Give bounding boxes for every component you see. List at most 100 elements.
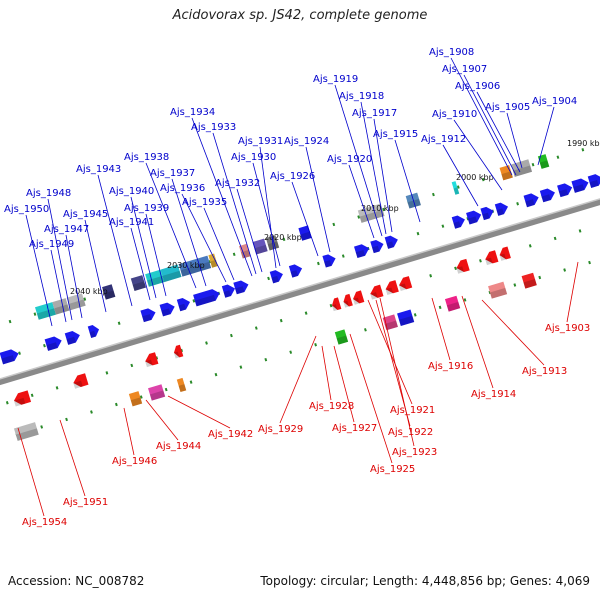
gene-arrow (331, 297, 342, 310)
minus-gene (499, 246, 511, 261)
gene-shade (573, 184, 585, 193)
genome-stats-text: Topology: circular; Length: 4,448,856 bp… (260, 574, 590, 588)
plus-gene-label: Ajs_1912 (421, 134, 466, 145)
plus-label-leader (506, 112, 523, 169)
plus-gene-label: Ajs_1915 (373, 129, 418, 140)
plus-gene-label: Ajs_1933 (191, 122, 236, 133)
feature-block (252, 238, 268, 255)
feature-shade (149, 390, 166, 401)
plus-gene (571, 178, 589, 193)
minus-feature (397, 309, 415, 326)
minus-gene-label: Ajs_1903 (545, 323, 590, 334)
lane-dash (329, 303, 333, 308)
minus-label-leader (349, 333, 393, 464)
lane-dash (563, 268, 567, 272)
feature-block (130, 275, 147, 292)
scale-tick-label: 2000 kbp (456, 173, 494, 182)
gene-shade (385, 287, 394, 296)
feature-block (397, 309, 415, 326)
lane-dash (279, 318, 283, 323)
plus-gene (384, 235, 398, 249)
feature-shade (300, 231, 312, 241)
gene-shade (372, 245, 380, 254)
gene-arrow (353, 290, 365, 304)
minus-feature (13, 422, 39, 441)
lane-dash (114, 402, 118, 407)
scale-tick-label: 2030 kbp (167, 261, 205, 270)
gene-arrow (159, 302, 175, 317)
lane-dash (40, 425, 44, 429)
gene-arrow (140, 308, 156, 323)
plus-label-leader (130, 227, 151, 301)
lane-dash (214, 372, 218, 377)
plus-gene (322, 254, 336, 268)
plus-label-leader (476, 91, 521, 173)
lane-dash (528, 244, 532, 248)
feature-shade (501, 171, 513, 181)
lane-dash (413, 313, 417, 317)
gene-arrow (557, 183, 573, 198)
plus-gene-label: Ajs_1931 (238, 136, 283, 147)
plus-gene-label: Ajs_1910 (432, 109, 477, 120)
gene-arrow (0, 349, 19, 365)
gene-arrow (485, 250, 499, 264)
gene-arrow (13, 390, 32, 405)
minus-gene (145, 352, 159, 368)
plus-gene (64, 331, 80, 345)
gene-arrow (370, 239, 384, 254)
lane-dash (33, 312, 37, 316)
lane-dash (438, 305, 442, 310)
minus-feature (444, 295, 461, 312)
minus-feature (488, 281, 508, 299)
plus-feature (52, 298, 70, 315)
minus-feature (382, 314, 398, 331)
feature-shade (54, 304, 70, 315)
lane-dash (55, 386, 59, 390)
feature-block (208, 253, 218, 268)
plus-feature (130, 275, 147, 292)
minus-label-leader (379, 297, 415, 447)
minus-label-leader (566, 261, 579, 323)
plus-gene-label: Ajs_1945 (63, 209, 108, 220)
gene-arrow (370, 284, 384, 298)
feature-block (102, 284, 116, 300)
feature-shade (180, 261, 212, 277)
gene-arrow (193, 289, 220, 307)
minus-feature (521, 272, 537, 289)
lane-dash (289, 350, 293, 354)
minus-gene-label: Ajs_1921 (390, 405, 435, 416)
genome-backbone (0, 198, 600, 386)
plus-feature (537, 154, 550, 169)
minus-gene-label: Ajs_1942 (208, 429, 253, 440)
plus-label-leader (181, 193, 227, 283)
feature-block (488, 281, 508, 299)
feature-block (357, 203, 385, 223)
plus-feature (160, 264, 182, 283)
plus-gene-label: Ajs_1924 (284, 136, 329, 147)
plus-label-leader (25, 214, 53, 327)
lane-dash (30, 393, 34, 398)
minus-label-leader (321, 345, 332, 401)
feature-block (52, 298, 70, 315)
gene-arrow (523, 193, 539, 208)
plus-feature (178, 255, 212, 277)
gene-arrow (466, 210, 482, 225)
gene-arrow (499, 246, 511, 260)
lane-dash (8, 319, 12, 324)
minus-gene-label: Ajs_1944 (156, 441, 201, 452)
minus-gene (456, 258, 470, 274)
gene-arrow (73, 373, 89, 387)
gene-arrow (587, 174, 600, 188)
plus-label-leader (360, 101, 387, 235)
gene-shade (235, 286, 245, 295)
feature-shade (359, 209, 385, 223)
plus-gene-label: Ajs_1908 (429, 47, 474, 58)
lane-dash (139, 395, 143, 399)
gene-arrow (173, 344, 184, 358)
plus-gene (0, 349, 19, 365)
plus-feature (357, 203, 385, 223)
feature-block (511, 159, 533, 177)
minus-label-leader (461, 295, 494, 389)
minus-gene (331, 297, 342, 312)
